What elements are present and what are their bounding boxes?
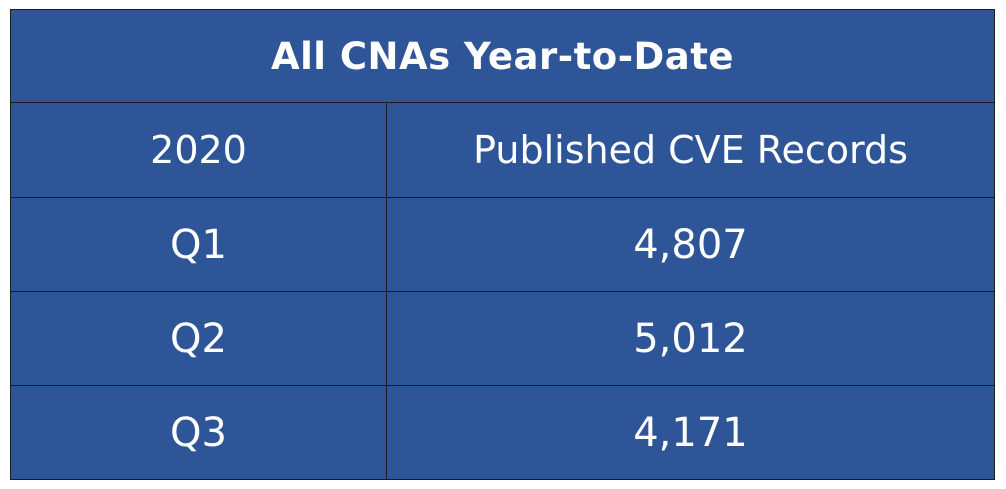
table-body: Q1 4,807 Q2 5,012 Q3 4,171 bbox=[10, 197, 995, 480]
table-head: All CNAs Year-to-Date 2020 Published CVE… bbox=[10, 9, 995, 198]
title-row: All CNAs Year-to-Date bbox=[10, 9, 995, 103]
table-row: Q1 4,807 bbox=[10, 197, 995, 292]
header-row: 2020 Published CVE Records bbox=[10, 102, 995, 198]
table-row: Q3 4,171 bbox=[10, 385, 995, 480]
record-count-cell: 5,012 bbox=[386, 291, 995, 386]
column-header-published-records: Published CVE Records bbox=[386, 102, 995, 198]
table-title: All CNAs Year-to-Date bbox=[10, 9, 995, 103]
quarter-label-cell: Q1 bbox=[10, 197, 387, 292]
record-count-cell: 4,171 bbox=[386, 385, 995, 480]
quarter-label-cell: Q3 bbox=[10, 385, 387, 480]
record-count-cell: 4,807 bbox=[386, 197, 995, 292]
quarter-label-cell: Q2 bbox=[10, 291, 387, 386]
cve-records-table: All CNAs Year-to-Date 2020 Published CVE… bbox=[10, 9, 995, 480]
column-header-year: 2020 bbox=[10, 102, 387, 198]
table-row: Q2 5,012 bbox=[10, 291, 995, 386]
